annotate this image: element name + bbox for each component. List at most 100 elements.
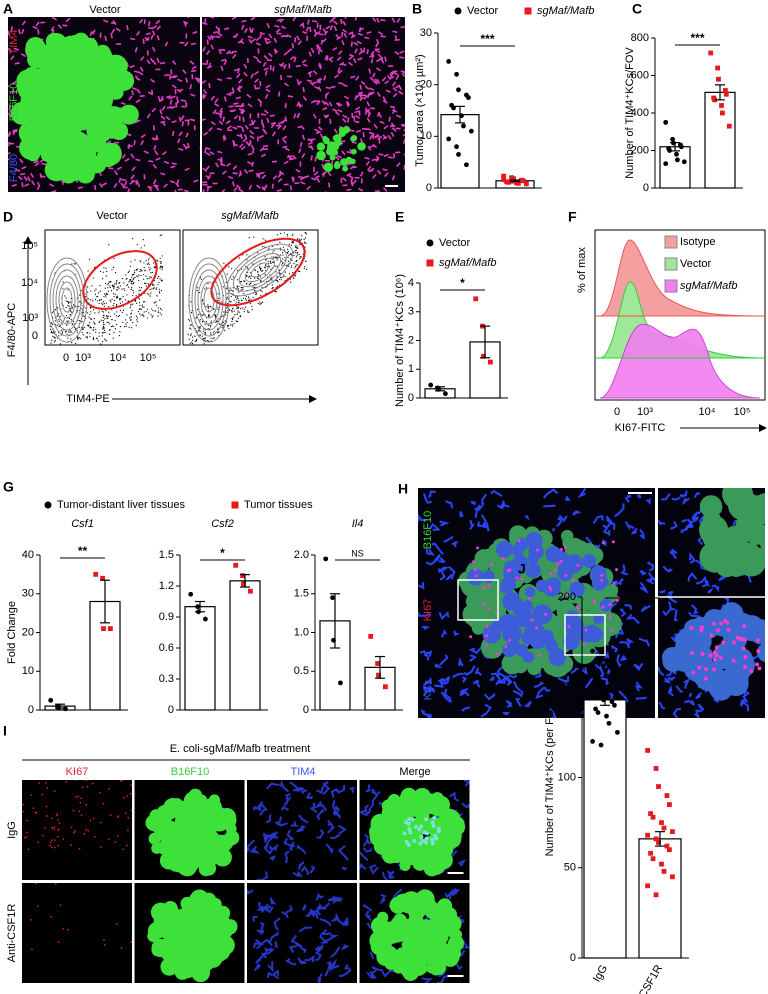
image-cell bbox=[190, 118, 196, 122]
data-point bbox=[659, 861, 664, 867]
flow-event bbox=[242, 288, 244, 291]
image-cell bbox=[382, 96, 387, 102]
plot-frame bbox=[182, 229, 319, 346]
image-cell bbox=[399, 56, 405, 59]
image-cell bbox=[673, 609, 678, 622]
flow-event bbox=[293, 276, 295, 278]
column-title: sgMaf/Mafb bbox=[274, 4, 331, 16]
image-dot bbox=[72, 809, 75, 812]
image-cell bbox=[262, 128, 267, 134]
image-dot bbox=[741, 646, 746, 651]
flow-event bbox=[126, 294, 128, 296]
flow-event bbox=[248, 284, 250, 286]
image-blob bbox=[153, 914, 169, 930]
significance-label: *** bbox=[625, 584, 639, 598]
image-blob bbox=[476, 552, 490, 565]
image-dot bbox=[77, 795, 80, 798]
flow-event bbox=[236, 320, 238, 323]
flow-event bbox=[134, 259, 136, 261]
panel-letter: J bbox=[518, 561, 526, 577]
image-cell bbox=[438, 611, 450, 620]
image-cell bbox=[251, 119, 256, 125]
flow-event bbox=[66, 324, 68, 326]
image-cell bbox=[248, 38, 253, 44]
image-cell bbox=[472, 679, 481, 688]
flow-event bbox=[93, 309, 95, 311]
flow-event bbox=[223, 311, 225, 313]
flow-event bbox=[303, 267, 306, 269]
flow-event bbox=[246, 310, 249, 312]
image-blob bbox=[118, 104, 139, 125]
data-point bbox=[648, 850, 653, 856]
image-blob bbox=[85, 90, 106, 111]
image-cell bbox=[401, 124, 405, 128]
image-dot bbox=[712, 657, 717, 662]
flow-event bbox=[189, 342, 191, 345]
image-cell bbox=[314, 85, 320, 90]
flow-event bbox=[101, 335, 103, 337]
flow-event bbox=[102, 321, 104, 323]
image-blob bbox=[175, 908, 195, 928]
flow-event bbox=[265, 259, 267, 261]
image-cell bbox=[269, 114, 276, 117]
image-cell bbox=[469, 654, 477, 662]
image-cell bbox=[343, 32, 348, 38]
flow-event bbox=[300, 256, 302, 258]
image-cell bbox=[363, 94, 368, 100]
image-dot bbox=[26, 819, 29, 822]
image-blob bbox=[30, 107, 51, 128]
image-cell bbox=[371, 788, 381, 797]
image-cell bbox=[237, 68, 240, 74]
flow-event bbox=[195, 340, 197, 342]
image-cell bbox=[313, 32, 318, 38]
significance-label: * bbox=[220, 546, 225, 560]
flow-event bbox=[231, 278, 233, 280]
flow-event bbox=[141, 304, 144, 306]
flow-event bbox=[138, 274, 140, 276]
image-cell bbox=[226, 125, 232, 130]
image-cell bbox=[444, 573, 453, 581]
image-cell bbox=[301, 134, 306, 140]
image-cell bbox=[418, 513, 427, 522]
image-cell bbox=[242, 116, 245, 122]
image-cell bbox=[151, 30, 156, 36]
flow-event bbox=[114, 283, 116, 285]
image bbox=[22, 780, 132, 880]
image-cell bbox=[292, 17, 297, 22]
image-cell bbox=[366, 101, 371, 107]
image-cell bbox=[325, 86, 331, 90]
image-blob bbox=[149, 809, 163, 823]
image-blob bbox=[390, 924, 405, 939]
image-dot bbox=[130, 784, 132, 787]
image-cell bbox=[131, 166, 136, 172]
image-cell bbox=[351, 141, 357, 144]
image-cell bbox=[533, 681, 545, 688]
image-blob bbox=[528, 543, 544, 560]
data-point bbox=[716, 76, 721, 82]
flow-event bbox=[86, 312, 89, 314]
image-cell bbox=[402, 138, 405, 144]
flow-event bbox=[98, 299, 101, 302]
image-dot bbox=[93, 836, 96, 838]
flow-event bbox=[157, 310, 160, 312]
image-cell bbox=[469, 519, 475, 530]
image-cell bbox=[505, 675, 513, 686]
image-cell bbox=[235, 96, 241, 100]
channel-label: TIM4 bbox=[8, 29, 20, 54]
image-dot bbox=[756, 649, 761, 654]
x-axis-label: TIM4-PE bbox=[66, 393, 109, 405]
image-cell bbox=[255, 36, 261, 41]
image-cell bbox=[393, 71, 399, 76]
image-dot bbox=[121, 780, 124, 782]
image-cell bbox=[365, 160, 370, 166]
flow-event bbox=[294, 267, 296, 269]
flow-event bbox=[130, 303, 132, 305]
flow-event bbox=[139, 289, 142, 291]
image-cell bbox=[389, 72, 393, 79]
image-dot bbox=[107, 838, 110, 841]
flow-event bbox=[236, 285, 238, 287]
flow-event bbox=[293, 262, 295, 265]
image-cell bbox=[310, 99, 316, 104]
flow-event bbox=[53, 341, 56, 343]
data-point bbox=[720, 110, 725, 116]
